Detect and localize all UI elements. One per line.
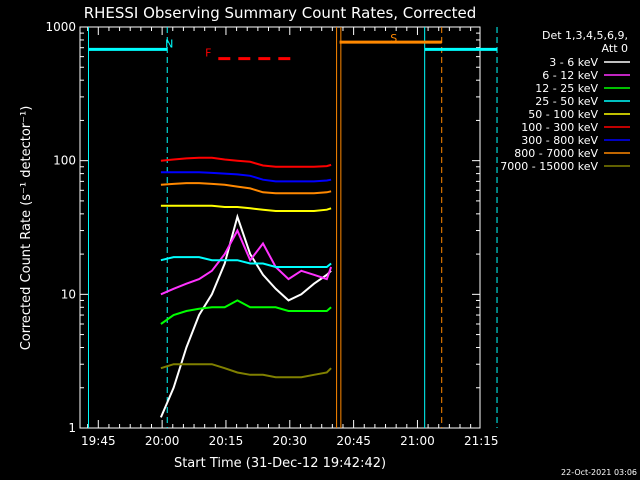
legend-label: 300 - 800 keV [521,134,598,147]
plot-frame [79,26,481,429]
series-line [160,156,332,168]
y-tick-label: 10 [61,287,76,301]
series-line [160,228,333,296]
x-tick-label: 20:45 [336,434,371,448]
series-line [160,299,332,325]
chart-title: RHESSI Observing Summary Count Rates, Co… [84,4,477,22]
x-tick-label: 19:45 [81,434,116,448]
y-tick-label: 100 [53,154,76,168]
y-axis-label: Corrected Count Rate (s⁻¹ detector⁻¹) [19,106,34,351]
legend-label: 50 - 100 keV [528,108,598,121]
legend-label: 800 - 7000 keV [514,147,598,160]
flag-label: N [165,37,173,50]
series-line [160,256,332,268]
legend-label: 12 - 25 keV [535,82,598,95]
legend-label: 7000 - 15000 keV [500,160,598,173]
x-tick-label: 20:00 [145,434,180,448]
series-line [160,204,332,212]
series-line [160,182,332,195]
legend-label: 25 - 50 keV [535,95,598,108]
x-axis-label: Start Time (31-Dec-12 19:42:42) [174,456,386,471]
legend-header: Det 1,3,4,5,6,9, [542,29,628,42]
y-tick-label: 1000 [45,20,76,34]
legend-label: 3 - 6 keV [549,56,598,69]
legend-header: Att 0 [602,42,628,55]
series-line [159,213,332,418]
vertical-markers [88,27,498,428]
series-lines [159,156,333,418]
flag-label: S [390,32,397,45]
y-tick-label: 1 [68,421,76,435]
x-tick-label: 20:30 [272,434,307,448]
x-tick-label: 21:15 [464,434,499,448]
x-axis: 19:45 20:00 20:15 20:30 20:45 21:00 21:15 [81,27,499,448]
flag-label: F [205,47,211,60]
x-tick-label: 20:15 [209,434,244,448]
timestamp: 22-Oct-2021 03:06 [561,468,637,477]
y-axis: 1 10 100 1000 [45,20,480,435]
legend-label: 100 - 300 keV [521,121,598,134]
flag-bars: N F S [88,32,498,61]
legend-label: 6 - 12 keV [542,69,598,82]
x-tick-label: 21:00 [400,434,435,448]
series-line [160,363,332,379]
series-line [160,171,332,183]
